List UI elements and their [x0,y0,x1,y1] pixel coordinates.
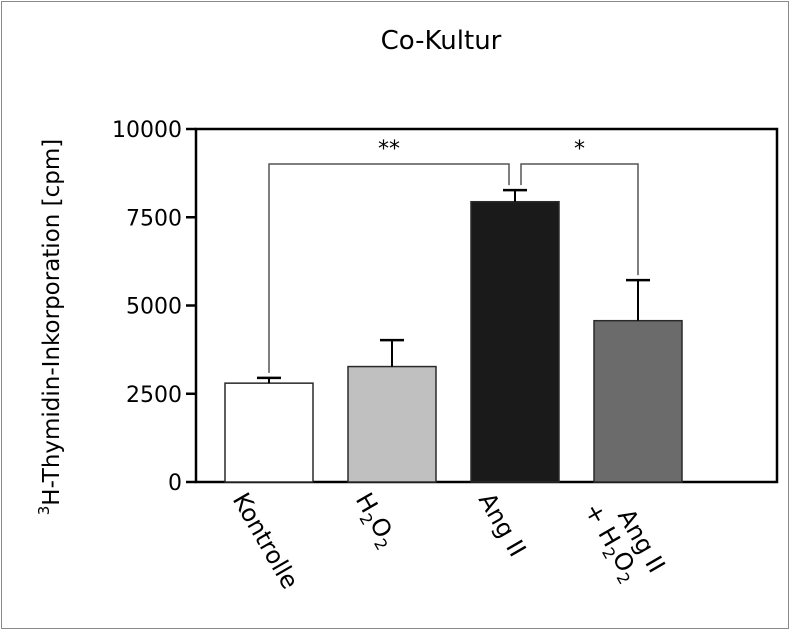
significance-bracket [268,163,510,373]
significance-label: ** [378,137,400,162]
x-tick-label: Ang II+ H2O2 [579,498,671,588]
x-tick-label-part: Ang II [473,488,532,561]
y-tick-label: 7500 [126,206,182,231]
bar [593,319,683,483]
bar [224,382,314,483]
x-tick-label-text: Kontrolle [227,488,304,594]
y-tick-label: 0 [168,471,182,496]
y-axis-label: 3H-Thymidin-Inkorporation [cpm] [35,139,65,516]
x-tick-label-part: + H [579,498,626,552]
y-tick-label: 2500 [126,383,182,408]
y-axis-label-text: H-Thymidin-Inkorporation [cpm] [39,139,65,506]
svg-text:3H-Thymidin-Inkorporation [cpm: 3H-Thymidin-Inkorporation [cpm] [35,139,65,516]
x-tick-label: H2O2 [346,488,402,554]
chart-title: Co-Kultur [381,26,502,56]
bar [470,200,560,483]
y-tick-label: 5000 [126,295,182,320]
bar [347,365,437,483]
x-tick-label: Ang II [473,488,532,561]
y-axis-label-superscript: 3 [35,506,53,516]
x-tick-label-text: H2O2 [346,488,402,554]
y-tick-label: 10000 [112,118,182,143]
x-tick-label-text: Ang II [473,488,532,561]
significance-label: * [574,137,585,162]
significance-bracket [520,163,639,276]
x-tick-label: Kontrolle [227,488,304,594]
x-tick-label-part: Kontrolle [227,488,304,594]
